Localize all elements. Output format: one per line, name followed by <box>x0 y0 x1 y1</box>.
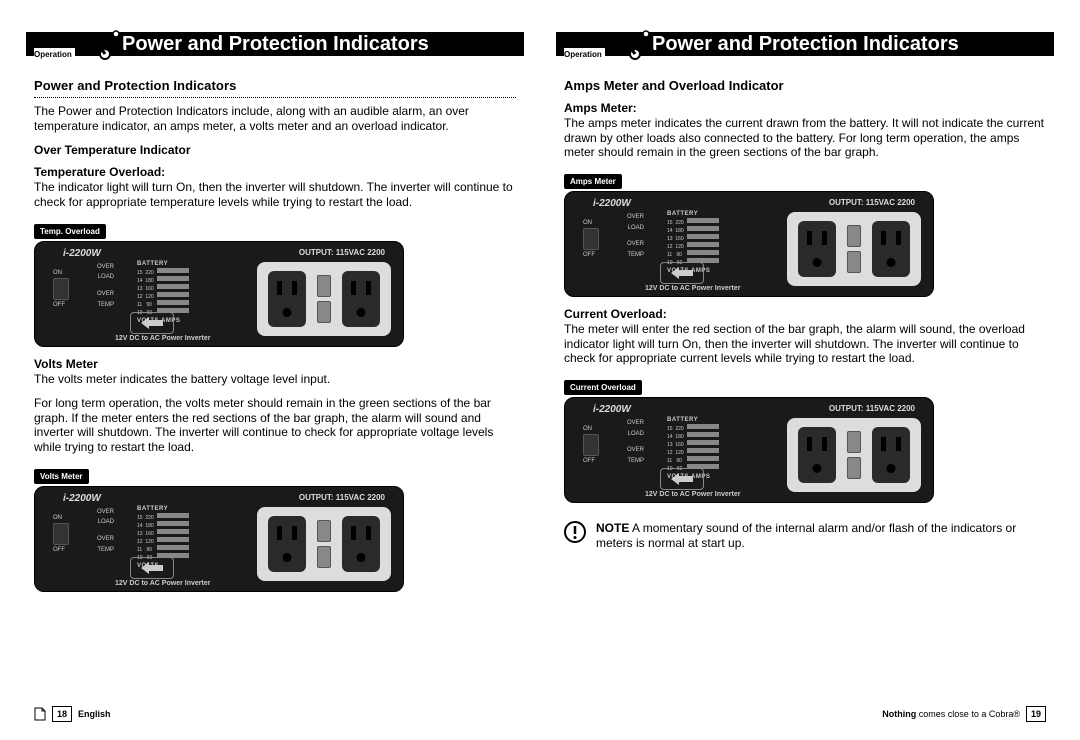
operation-label: Operation <box>34 48 75 59</box>
volts-heading: Volts Meter <box>34 357 516 371</box>
current-overload-heading: Current Overload: <box>564 307 1046 321</box>
callout-volts-meter: Volts Meter <box>34 469 89 484</box>
page-number-right: 19 <box>1026 706 1046 722</box>
callout-current-overload: Current Overload <box>564 380 642 395</box>
page-right: Operation Power and Protection Indicator… <box>540 0 1080 740</box>
operation-label: Operation <box>564 48 605 59</box>
over-temp-heading: Over Temperature Indicator <box>34 143 516 157</box>
header-left: Operation Power and Protection Indicator… <box>34 0 516 64</box>
intro-text: The Power and Protection Indicators incl… <box>34 104 516 133</box>
callout-temp-overload: Temp. Overload <box>34 224 106 239</box>
header-right: Operation Power and Protection Indicator… <box>564 0 1046 64</box>
gauge-icon <box>610 14 660 64</box>
callout-amps-meter: Amps Meter <box>564 174 622 189</box>
device-image-2: i-2200W OUTPUT: 115VAC 2200 ONOFF OVERLO… <box>34 486 404 592</box>
page-icon <box>34 707 46 721</box>
footer-right: Nothing comes close to a Cobra® 19 <box>882 706 1046 722</box>
page-left: Operation Power and Protection Indicator… <box>0 0 540 740</box>
outlet-socket <box>268 271 306 327</box>
note-block: NOTE A momentary sound of the internal a… <box>564 521 1046 551</box>
footer-left: 18 English <box>34 706 111 722</box>
temp-overload-heading: Temperature Overload: <box>34 165 516 179</box>
current-overload-text: The meter will enter the red section of … <box>564 322 1046 366</box>
device-image-1: i-2200W OUTPUT: 115VAC 2200 ON OFF OVERL… <box>34 241 404 347</box>
gauge-icon <box>80 14 130 64</box>
alert-icon <box>564 521 586 543</box>
device-image-3: i-2200W OUTPUT: 115VAC 2200 ONOFF OVERLO… <box>564 191 934 297</box>
footer-lang: English <box>78 709 111 719</box>
outlet-socket <box>342 271 380 327</box>
amps-text: The amps meter indicates the current dra… <box>564 116 1046 160</box>
temp-overload-text: The indicator light will turn On, then t… <box>34 180 516 209</box>
page-number-left: 18 <box>52 706 72 722</box>
amps-heading: Amps Meter: <box>564 101 1046 115</box>
arrow-icon <box>130 312 174 334</box>
volts-text2: For long term operation, the volts meter… <box>34 396 516 455</box>
section-title-right: Amps Meter and Overload Indicator <box>564 78 1046 93</box>
device-image-4: i-2200W OUTPUT: 115VAC 2200 ONOFF OVERLO… <box>564 397 934 503</box>
section-title-left: Power and Protection Indicators <box>34 78 516 98</box>
volts-text1: The volts meter indicates the battery vo… <box>34 372 516 387</box>
